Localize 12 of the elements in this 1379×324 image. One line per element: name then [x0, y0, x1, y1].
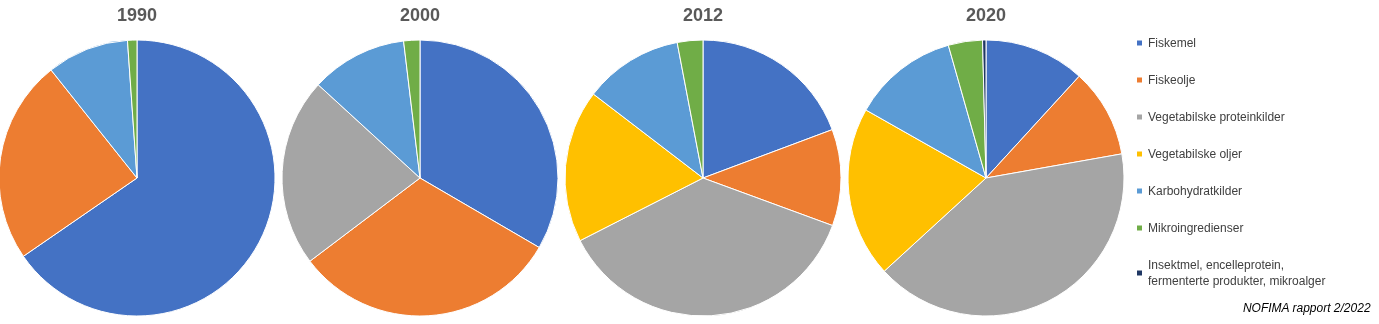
legend-label: Vegetabilske oljer [1148, 147, 1243, 161]
legend-label: Fiskeolje [1148, 73, 1196, 87]
legend-label: Karbohydratkilder [1148, 184, 1243, 198]
legend-label: Vegetabilske proteinkilder [1148, 110, 1285, 124]
slice-label: 2012 [682, 5, 724, 25]
legend-label: Mikroingredienser [1148, 221, 1244, 235]
slice-label: 2020 [965, 5, 1007, 25]
legend-label: Insektmel, encelleprotein, fermenterte produkter, mikroalger [1148, 258, 1326, 288]
slice-label: 2000 [399, 5, 441, 25]
text: NOFIMA rapport 2/2022 [1242, 301, 1371, 315]
slice-label: 1990 [116, 5, 158, 25]
legend-label: Fiskemel [1148, 36, 1197, 50]
